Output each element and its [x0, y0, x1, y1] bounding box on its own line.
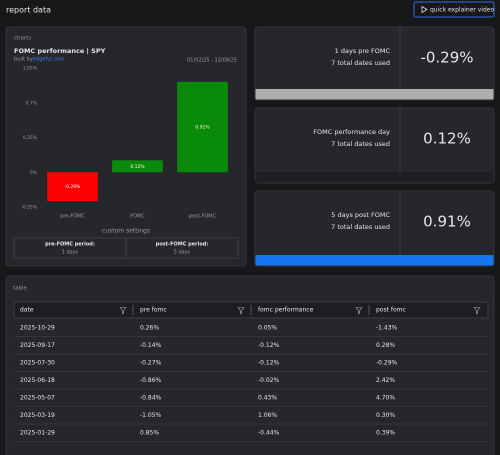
- y-tick-label: 0.35%: [23, 135, 38, 141]
- card-text: 5 days post FOMC: [331, 211, 390, 219]
- filter-icon[interactable]: [355, 307, 363, 315]
- card-text: 1 days pre FOMC: [335, 47, 391, 55]
- table-cell: -0.86%: [140, 377, 162, 384]
- settings: pre-FOMC period: 1 days post-FOMC period: 5…: [45, 242, 208, 256]
- x-tick-label: post-FOMC: [189, 214, 217, 220]
- y-tick-label: -0.35%: [21, 205, 38, 211]
- table-cell: 4.70%: [376, 395, 395, 402]
- table-cell: 0.05%: [258, 325, 277, 332]
- card-value: 0.91%: [423, 213, 471, 231]
- table-cell: 0.43%: [258, 395, 277, 402]
- table-cell: 2025-03-19: [20, 412, 55, 419]
- table-cell: -0.12%: [258, 360, 280, 367]
- built-by-link[interactable]: edgeful.com: [33, 57, 64, 63]
- y-tick-label: 0.7%: [26, 100, 38, 106]
- card-bar: [255, 255, 494, 266]
- button-label[interactable]: quick explainer video: [430, 7, 495, 14]
- stat-card: [254, 190, 495, 267]
- column-header[interactable]: date: [20, 307, 34, 314]
- stat-card: [254, 107, 495, 184]
- data-table: date pre fomc fomc performance post fomc 202…: [13, 301, 489, 442]
- table-cell: 2.42%: [376, 377, 395, 384]
- x-tick-label: pre-FOMC: [60, 214, 85, 220]
- card-value: 0.12%: [423, 130, 471, 148]
- play-icon: [421, 5, 428, 14]
- table-cell: -0.44%: [258, 430, 280, 437]
- card-text: FOMC performance day: [313, 128, 390, 136]
- column-header[interactable]: post fomc: [376, 307, 406, 314]
- table-cell: 0.30%: [376, 412, 395, 419]
- column-header[interactable]: pre fomc: [140, 307, 167, 314]
- stat-cards: 1 days pre FOMC 7 total dates used -0.29% F…: [254, 26, 495, 267]
- card-value: -0.29%: [420, 49, 473, 67]
- table-cell: -0.12%: [258, 342, 280, 349]
- card-text: 7 total dates used: [331, 140, 390, 148]
- setting-label: post-FOMC period:: [156, 242, 209, 248]
- table-cell: 2025-05-07: [20, 395, 55, 402]
- chart-title: FOMC performance | SPY: [14, 47, 106, 56]
- panel-label: charts: [14, 36, 31, 42]
- bar: [112, 160, 163, 173]
- table-cell: 1.06%: [258, 412, 277, 419]
- table-cell: -0.14%: [140, 342, 162, 349]
- table-cell: -0.27%: [140, 360, 162, 367]
- table-cell: 0.39%: [376, 430, 395, 437]
- table-cell: 2025-06-18: [20, 377, 55, 384]
- stat-card: [254, 26, 495, 101]
- table-cell: -1.43%: [376, 325, 398, 332]
- filter-icon[interactable]: [473, 307, 481, 315]
- table-cell: 2025-07-30: [20, 360, 55, 367]
- table-panel: [5, 275, 495, 455]
- column-header[interactable]: fomc performance: [258, 307, 314, 314]
- filter-icon[interactable]: [119, 307, 127, 315]
- filter-icon[interactable]: [237, 307, 245, 315]
- table-cell: 2025-01-29: [20, 430, 55, 437]
- card-bar: [255, 172, 494, 183]
- card-text: 7 total dates used: [331, 59, 390, 67]
- bar-value-label: -0.29%: [65, 184, 82, 190]
- bar-value-label: 0.12%: [130, 164, 145, 170]
- bar: [47, 172, 98, 202]
- table-cell: 2025-10-29: [20, 325, 55, 332]
- setting-value: 5 days: [174, 250, 191, 256]
- table-cell: -0.84%: [140, 395, 162, 402]
- explainer-button[interactable]: [413, 1, 495, 18]
- table-label: table: [13, 286, 28, 292]
- card-bar: [255, 89, 494, 100]
- card-text: 7 total dates used: [331, 223, 390, 231]
- bar: [177, 81, 228, 173]
- table-cell: 0.26%: [140, 325, 159, 332]
- setting-label: pre-FOMC period:: [45, 242, 95, 248]
- built-by: built by: [14, 57, 33, 63]
- y-tick-label: 0%: [30, 170, 38, 176]
- table-cell: 0.85%: [140, 430, 159, 437]
- table-cell: -0.29%: [376, 360, 398, 367]
- table-cell: 0.28%: [376, 342, 395, 349]
- setting-value: 1 days: [62, 250, 79, 256]
- bar-chart: 1.05% 0.7% 0.35% 0% -0.35% pre-FOMC -0.29% FOMC…: [21, 66, 228, 220]
- table-cell: -0.02%: [258, 377, 280, 384]
- y-tick-label: 1.05%: [23, 66, 38, 72]
- date-range: 01/02/25 - 12/08/25: [187, 58, 237, 64]
- x-tick-label: FOMC: [130, 214, 145, 220]
- table-cell: 2025-09-17: [20, 342, 55, 349]
- page-title: report data: [6, 6, 51, 15]
- table-cell: -1.05%: [140, 412, 162, 419]
- bar-value-label: 0.91%: [195, 125, 210, 131]
- settings-title: custom settings: [102, 228, 150, 235]
